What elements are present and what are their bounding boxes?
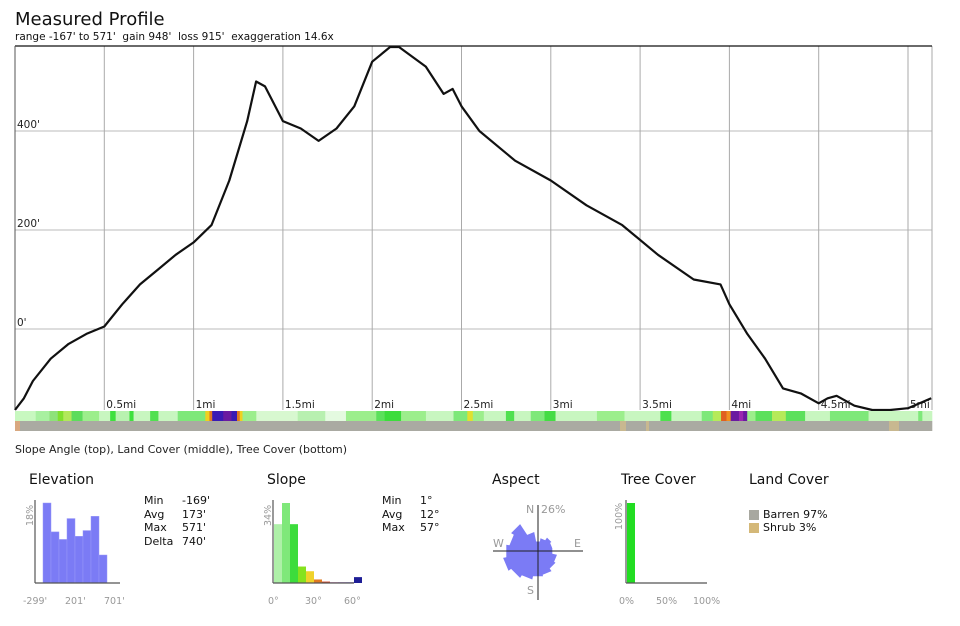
svg-text:0': 0' bbox=[17, 317, 27, 329]
tree-cover-panel-title: Tree Cover bbox=[621, 472, 696, 488]
slope-panel-title: Slope bbox=[267, 472, 306, 488]
svg-text:3.5mi: 3.5mi bbox=[642, 399, 672, 411]
elevation-x-tick-1: 201' bbox=[65, 596, 86, 607]
slope-x-tick-1: 30° bbox=[305, 596, 322, 607]
elevation-histogram bbox=[34, 500, 120, 584]
elevation-profile-chart[interactable]: 0' 200' 400' 0.5mi 1mi 1.5mi 2mi 2.5mi 3mi 3.5mi… bbox=[0, 0, 960, 440]
y-axis-labels: 0' 200' 400' bbox=[17, 119, 40, 329]
elevation-panel-title: Elevation bbox=[29, 472, 95, 488]
chart-title: Measured Profile bbox=[15, 9, 165, 30]
aspect-max-label: 26% bbox=[541, 503, 566, 516]
tree-x-tick-2: 100% bbox=[693, 596, 721, 607]
elevation-stats: Min -169' Avg 173' Max 571' Delta 740' bbox=[144, 494, 210, 548]
slope-x-tick-0: 0° bbox=[268, 596, 279, 607]
elevation-x-tick-0: -299' bbox=[23, 596, 48, 607]
svg-text:4.5mi: 4.5mi bbox=[821, 399, 851, 411]
shrub-swatch-icon bbox=[749, 522, 759, 533]
barren-swatch-icon bbox=[749, 509, 759, 520]
land-cover-strip bbox=[15, 421, 933, 431]
legend-item-shrub: Shrub 3% bbox=[749, 521, 828, 534]
legend-item-barren: Barren 97% bbox=[749, 508, 828, 521]
svg-text:3mi: 3mi bbox=[553, 399, 573, 411]
elevation-x-tick-2: 701' bbox=[104, 596, 125, 607]
slope-stats: Min 1° Avg 12° Max 57° bbox=[382, 494, 440, 534]
chart-subtitle: range -167' to 571' gain 948' loss 915' … bbox=[15, 31, 334, 43]
chart-grid bbox=[14, 45, 933, 410]
aspect-east-label: E bbox=[574, 537, 581, 550]
svg-text:400': 400' bbox=[17, 119, 40, 131]
aspect-west-label: W bbox=[493, 537, 504, 550]
tree-cover-histogram bbox=[625, 500, 707, 584]
land-cover-panel-title: Land Cover bbox=[749, 472, 829, 488]
x-axis-labels: 0.5mi 1mi 1.5mi 2mi 2.5mi 3mi 3.5mi 4mi 4.5mi 5mi bbox=[106, 399, 930, 411]
svg-text:0.5mi: 0.5mi bbox=[106, 399, 136, 411]
aspect-north-label: N bbox=[526, 503, 535, 516]
elevation-profile-line bbox=[14, 45, 932, 412]
svg-text:2mi: 2mi bbox=[374, 399, 394, 411]
svg-text:2.5mi: 2.5mi bbox=[464, 399, 494, 411]
aspect-south-label: S bbox=[527, 584, 534, 597]
slope-y-label: 34% bbox=[263, 504, 274, 526]
aspect-rose bbox=[493, 505, 583, 600]
strip-caption: Slope Angle (top), Land Cover (middle), … bbox=[15, 443, 348, 456]
land-cover-legend: Barren 97% Shrub 3% bbox=[749, 508, 828, 534]
elevation-y-label: 18% bbox=[25, 504, 36, 526]
slope-x-tick-2: 60° bbox=[344, 596, 361, 607]
tree-cover-y-label: 100% bbox=[614, 502, 625, 530]
aspect-panel-title: Aspect bbox=[492, 472, 540, 488]
svg-text:1.5mi: 1.5mi bbox=[285, 399, 315, 411]
svg-text:200': 200' bbox=[17, 218, 40, 230]
svg-text:4mi: 4mi bbox=[731, 399, 751, 411]
tree-x-tick-1: 50% bbox=[656, 596, 678, 607]
svg-text:1mi: 1mi bbox=[196, 399, 216, 411]
tree-x-tick-0: 0% bbox=[619, 596, 635, 607]
slope-angle-strip bbox=[15, 411, 933, 421]
slope-histogram bbox=[272, 500, 362, 584]
